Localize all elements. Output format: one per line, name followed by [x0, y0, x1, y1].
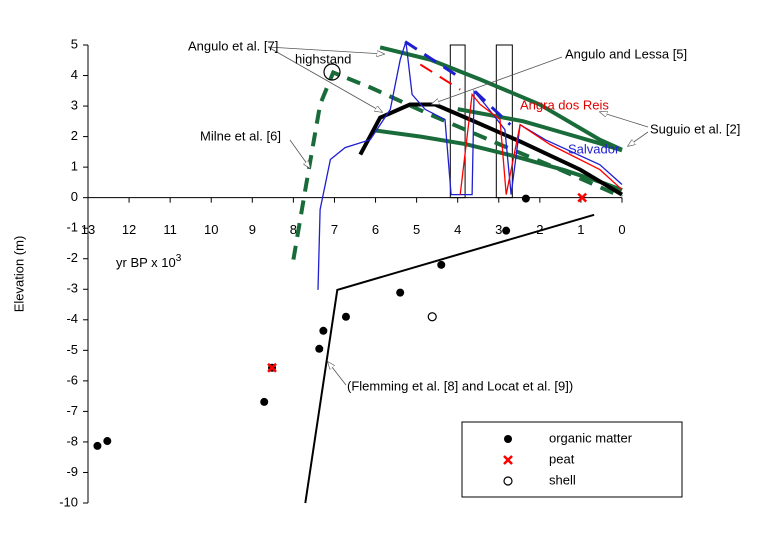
y-tick-label: -7	[66, 403, 78, 418]
curve	[404, 40, 512, 126]
legend-marker	[503, 476, 513, 486]
arrow	[267, 46, 384, 54]
annotation: Salvador	[568, 141, 620, 156]
x-tick-label: 11	[163, 222, 177, 237]
point	[502, 226, 511, 235]
x-tick-label: 12	[122, 222, 136, 237]
legend-label: shell	[549, 472, 576, 487]
y-tick-label: -6	[66, 372, 78, 387]
legend-box	[461, 421, 683, 498]
arrow	[289, 139, 310, 168]
x-tick-label: 5	[413, 222, 420, 237]
annotations	[267, 46, 649, 386]
point	[103, 437, 112, 446]
legend: organic matter peat shell	[503, 430, 633, 487]
annotation: highstand	[295, 51, 351, 66]
annotation: Suguio et al. [2]	[650, 121, 740, 136]
range-box	[449, 44, 466, 199]
curve	[358, 102, 624, 197]
x-tick-label: 8	[290, 222, 297, 237]
y-tick-label: 4	[71, 67, 78, 82]
y-tick-label: -5	[66, 342, 78, 357]
curve	[317, 41, 623, 290]
point	[437, 260, 446, 269]
x-label: yr BP x 10	[116, 255, 176, 270]
x-tick-label: 9	[249, 222, 256, 237]
y-tick-label: 3	[71, 98, 78, 113]
curve	[379, 45, 623, 152]
x-tick-label: 10	[204, 222, 218, 237]
x-tick-label: 1	[577, 222, 584, 237]
x-tick-label: 6	[372, 222, 379, 237]
annotation: Angulo et al. [7]	[188, 38, 278, 53]
y-tick-label: 0	[71, 189, 78, 204]
arrow	[628, 131, 649, 146]
legend-label: organic matter	[549, 430, 633, 445]
y-axis-label: Elevation (m)	[11, 236, 26, 313]
point	[260, 397, 269, 406]
x-label-exponent: 3	[176, 253, 182, 264]
x-tick-label: 0	[618, 222, 625, 237]
point	[341, 312, 350, 321]
y-tick-label: -8	[66, 433, 78, 448]
y-tick-label: -9	[66, 464, 78, 479]
annotation: Angulo and Lessa [5]	[565, 46, 687, 61]
legend-marker	[503, 455, 513, 465]
y-tick-label: -10	[59, 494, 78, 509]
y-tick-label: 5	[71, 36, 78, 51]
x-axis-label: yr BP x 103	[116, 253, 182, 271]
highstand-marker	[323, 63, 341, 81]
annotation: (Flemming et al. [8] and Locat et al. [9…	[347, 378, 573, 393]
arrow	[267, 46, 382, 112]
y-tick-label: -1	[66, 220, 78, 235]
legend-label: peat	[549, 451, 575, 466]
point	[396, 288, 405, 297]
x-tick-label: 3	[495, 222, 502, 237]
legend-marker	[504, 435, 512, 443]
range-box	[495, 44, 513, 199]
curve	[304, 213, 595, 504]
point	[521, 194, 530, 203]
y-tick-label: -3	[66, 281, 78, 296]
curve	[459, 92, 623, 195]
x-tick-label: 13	[81, 222, 95, 237]
point	[577, 192, 588, 203]
x-tick-label: 7	[331, 222, 338, 237]
x-tick-label: 4	[454, 222, 461, 237]
x-tick-label: 2	[536, 222, 543, 237]
curve	[457, 107, 623, 153]
y-tick-label: 2	[71, 128, 78, 143]
arrow	[600, 112, 649, 128]
annotation: Angra dos Reis	[520, 97, 609, 112]
point	[319, 326, 328, 335]
y-tick-label: 1	[71, 159, 78, 174]
point	[315, 344, 324, 353]
point	[427, 312, 437, 322]
curve	[419, 63, 461, 91]
annotation: Milne et al. [6]	[200, 128, 281, 143]
y-tick-label: -2	[66, 250, 78, 265]
arrow	[432, 56, 563, 104]
arrow	[328, 362, 347, 386]
y-tick-label: -4	[66, 311, 78, 326]
point	[93, 441, 102, 450]
point	[267, 362, 277, 373]
